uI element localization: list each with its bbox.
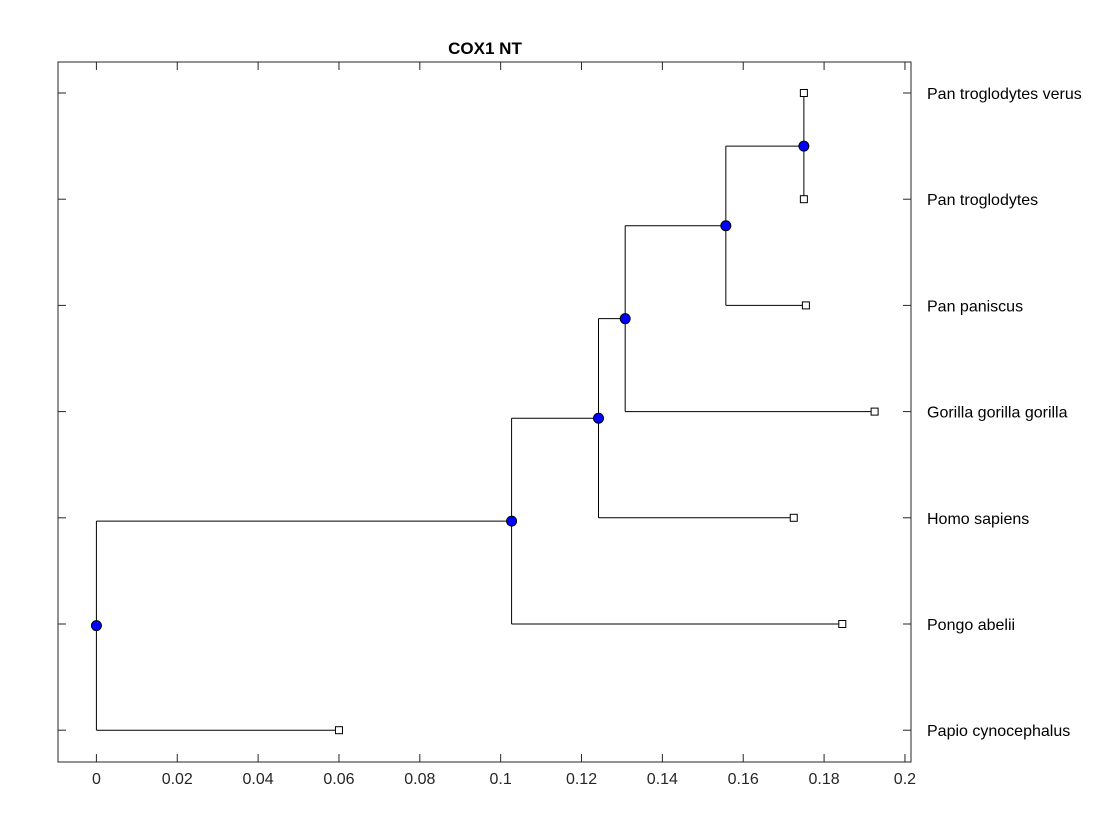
leaf-label: Pan troglodytes — [927, 192, 1038, 209]
x-tick-label: 0.02 — [162, 771, 193, 788]
node-marker — [90, 620, 102, 632]
leaf-marker — [799, 89, 808, 97]
leaf-marker — [801, 301, 810, 310]
x-tick-label: 0.16 — [728, 771, 759, 788]
x-tick-label: 0.08 — [404, 771, 435, 788]
leaf-label: Pan troglodytes verus — [927, 86, 1082, 103]
tree-branches — [95, 93, 875, 731]
x-tick-label: 0.2 — [894, 771, 916, 788]
node-marker — [593, 412, 605, 424]
tree-markers — [90, 89, 879, 735]
leaf-label: Pan paniscus — [927, 298, 1023, 315]
leaf-label: Gorilla gorilla gorilla — [927, 405, 1068, 422]
chart-title: COX1 NT — [448, 39, 522, 58]
leaf-marker — [799, 195, 808, 204]
leaf-marker — [870, 407, 879, 416]
leaf-label: Papio cynocephalus — [927, 723, 1070, 740]
tick-labels: 0 0.02 0.04 0.06 0.08 0.1 0.12 0.14 0.16 0.18 0.2 P… — [92, 86, 1082, 788]
node-marker — [506, 515, 518, 527]
x-tick-label: 0.12 — [566, 771, 597, 788]
leaf-marker — [789, 513, 798, 522]
axis-ticks — [58, 62, 911, 762]
node-marker — [720, 220, 732, 232]
x-tick-label: 0 — [92, 771, 101, 788]
node-marker — [798, 140, 810, 152]
leaf-marker — [334, 726, 343, 735]
x-tick-label: 0.06 — [323, 771, 354, 788]
node-marker — [619, 313, 631, 325]
leaf-marker — [838, 620, 847, 628]
x-tick-label: 0.18 — [809, 771, 840, 788]
x-tick-label: 0.1 — [490, 771, 512, 788]
leaf-label: Homo sapiens — [927, 511, 1029, 528]
x-tick-label: 0.14 — [647, 771, 678, 788]
leaf-label: Pongo abelii — [927, 617, 1015, 634]
x-tick-label: 0.04 — [243, 771, 274, 788]
